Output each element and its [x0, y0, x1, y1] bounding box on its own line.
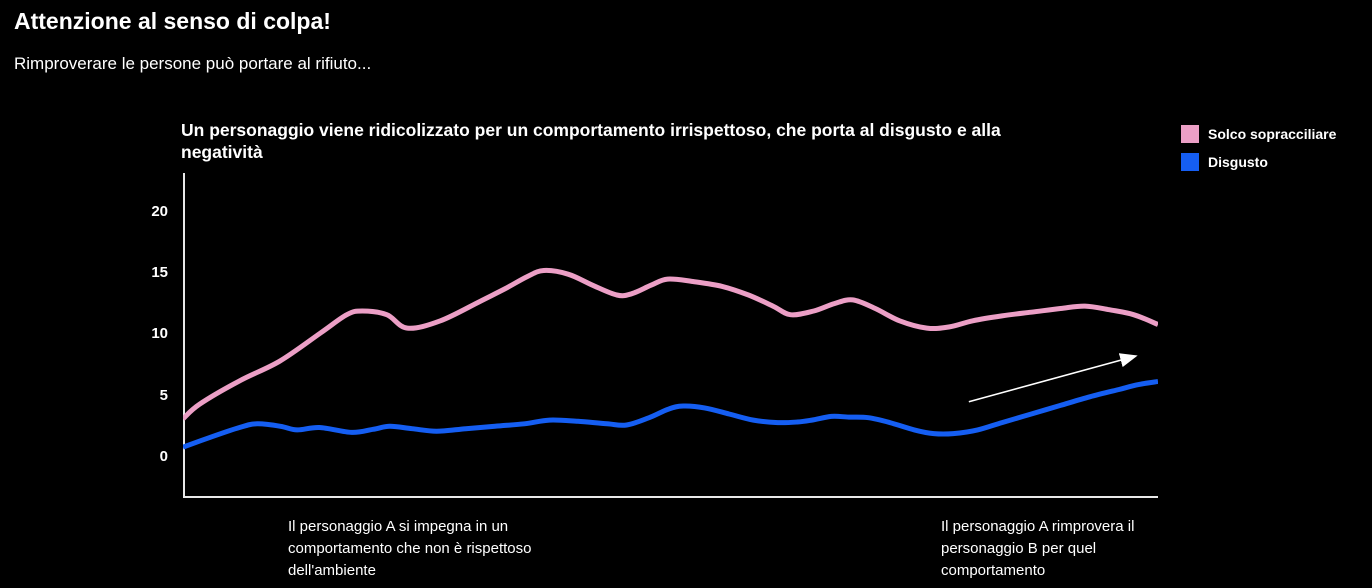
page-subtitle: Rimproverare le persone può portare al r…	[14, 54, 372, 73]
y-axis-tick-labels: 20 15 10 5 0	[128, 173, 168, 498]
legend-label: Disgusto	[1208, 154, 1268, 170]
y-tick-label-10: 10	[151, 325, 168, 343]
series-line-1	[183, 379, 1158, 450]
trend-arrow	[968, 353, 1138, 403]
legend-item-solco-sopracciliare: Solco sopracciliare	[1181, 125, 1336, 143]
plot-area	[183, 173, 1158, 498]
line-chart	[183, 173, 1158, 498]
page-title: Attenzione al senso di colpa!	[14, 8, 331, 34]
x-axis-annotation-2: Il personaggio A rimprovera il personagg…	[941, 518, 1135, 579]
y-tick-label-5: 5	[159, 386, 168, 404]
legend-item-disgusto: Disgusto	[1181, 153, 1336, 171]
chart-title: Un personaggio viene ridicolizzato per u…	[181, 120, 1001, 162]
legend-swatch-blue	[1181, 153, 1199, 171]
legend-label: Solco sopracciliare	[1208, 126, 1337, 142]
series-line-0	[183, 267, 1158, 421]
chart-legend: Solco sopracciliare Disgusto	[1181, 125, 1336, 171]
y-tick-label-0: 0	[159, 447, 168, 465]
y-tick-label-15: 15	[151, 264, 168, 281]
legend-swatch-pink	[1181, 125, 1199, 143]
y-tick-label-20: 20	[151, 202, 168, 220]
x-axis-annotation-1: Il personaggio A si impegna in un compor…	[288, 518, 532, 579]
